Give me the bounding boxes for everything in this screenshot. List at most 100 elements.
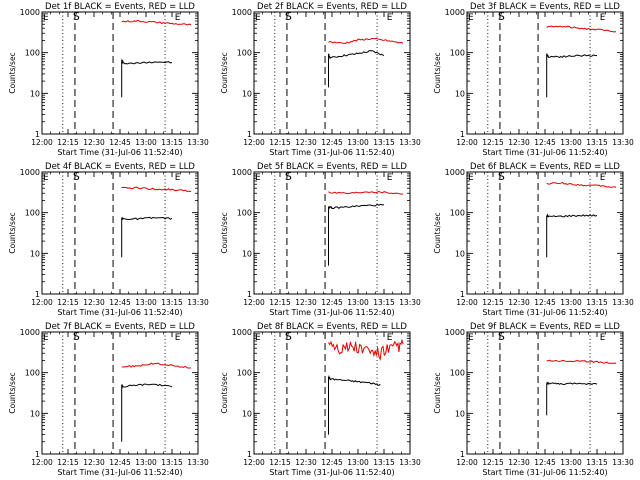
x-tick-label: 12:30 (508, 458, 530, 467)
x-tick-label: 13:15 (161, 138, 183, 147)
corner-marker-e: E (255, 333, 261, 343)
x-tick-label: 13:30 (187, 458, 209, 467)
y-tick-label: 10 (455, 89, 465, 98)
x-tick-label: 12:15 (269, 458, 291, 467)
panel-7: Det 7f BLACK = Events, RED = LLD 1 10 100 10… (8, 322, 209, 477)
y-tick-label: 1000 (20, 168, 40, 177)
x-tick-label: 12:30 (83, 458, 105, 467)
panel-8: Det 8f BLACK = Events, RED = LLD 1 10 100 10… (220, 322, 421, 477)
x-tick-label: 12:00 (243, 138, 265, 147)
plot-frame (466, 11, 624, 135)
lld-series-line (121, 362, 192, 369)
end-marker-e: E (387, 333, 393, 343)
y-tick-label: 1000 (232, 168, 252, 177)
x-tick-label: 13:15 (373, 298, 395, 307)
start-marker-s: S (285, 10, 292, 23)
plot-frame (253, 171, 411, 295)
plot-frame (466, 331, 624, 455)
y-axis-label: Counts/sec (220, 372, 229, 413)
events-series-line (121, 58, 173, 98)
y-axis-label: Counts/sec (433, 372, 442, 413)
y-tick-label: 1000 (445, 8, 465, 17)
x-tick-label: 12:30 (83, 138, 105, 147)
events-series-line (546, 381, 598, 416)
x-tick-label: 12:00 (31, 138, 53, 147)
x-tick-label: 12:30 (508, 138, 530, 147)
lld-series-line (328, 338, 404, 361)
x-tick-label: 12:45 (321, 298, 343, 307)
corner-marker-e: E (255, 13, 261, 23)
y-tick-label: 1000 (20, 8, 40, 17)
x-tick-label: 13:30 (612, 138, 634, 147)
x-tick-label: 12:15 (482, 298, 504, 307)
x-axis-label: Start Time (31-Jul-06 11:52:40) (269, 308, 394, 317)
y-axis-label: Counts/sec (8, 212, 17, 253)
y-tick-label: 100 (237, 369, 252, 378)
start-marker-s: S (73, 330, 80, 343)
x-tick-label: 12:15 (57, 138, 79, 147)
events-series-line (546, 213, 598, 258)
x-tick-label: 12:45 (534, 458, 556, 467)
y-tick-label: 1 (460, 130, 465, 139)
panel-1: Det 1f BLACK = Events, RED = LLD 1 10 100 10… (8, 2, 209, 157)
panel-title: Det 9f BLACK = Events, RED = LLD (470, 322, 620, 332)
start-marker-s: S (285, 170, 292, 183)
y-tick-label: 1000 (445, 328, 465, 337)
panel-3: Det 3f BLACK = Events, RED = LLD 1 10 100 10… (433, 2, 634, 157)
panel-title: Det 7f BLACK = Events, RED = LLD (45, 322, 195, 332)
panel-title: Det 5f BLACK = Events, RED = LLD (257, 162, 407, 172)
y-tick-label: 100 (25, 49, 40, 58)
plot-frame (41, 331, 199, 455)
y-tick-label: 1 (35, 450, 40, 459)
x-tick-label: 12:00 (456, 458, 478, 467)
y-axis-label: Counts/sec (433, 212, 442, 253)
x-tick-label: 12:45 (109, 458, 131, 467)
y-tick-label: 100 (450, 49, 465, 58)
events-series-line (546, 53, 598, 98)
end-marker-e: E (175, 173, 181, 183)
x-tick-label: 12:30 (295, 458, 317, 467)
y-tick-label: 100 (25, 369, 40, 378)
x-tick-label: 12:00 (456, 298, 478, 307)
panel-title: Det 4f BLACK = Events, RED = LLD (45, 162, 195, 172)
x-tick-label: 13:15 (373, 138, 395, 147)
end-marker-e: E (387, 173, 393, 183)
end-marker-e: E (600, 173, 606, 183)
x-tick-label: 13:00 (347, 298, 369, 307)
panel-4: Det 4f BLACK = Events, RED = LLD 1 10 100 10… (8, 162, 209, 317)
corner-marker-e: E (468, 173, 474, 183)
y-axis-label: Counts/sec (220, 212, 229, 253)
lld-series-line (328, 37, 404, 45)
x-axis-label: Start Time (31-Jul-06 11:52:40) (57, 148, 182, 157)
x-tick-label: 12:00 (456, 138, 478, 147)
x-tick-label: 13:00 (560, 458, 582, 467)
x-tick-label: 13:30 (187, 298, 209, 307)
y-tick-label: 10 (30, 409, 40, 418)
corner-marker-e: E (255, 173, 261, 183)
panel-6: Det 6f BLACK = Events, RED = LLD 1 10 100 10… (433, 162, 634, 317)
panel-5: Det 5f BLACK = Events, RED = LLD 1 10 100 10… (220, 162, 421, 317)
y-axis-label: Counts/sec (8, 52, 17, 93)
x-tick-label: 12:15 (269, 298, 291, 307)
panel-title: Det 8f BLACK = Events, RED = LLD (257, 322, 407, 332)
y-tick-label: 10 (455, 249, 465, 258)
end-marker-e: E (175, 333, 181, 343)
x-tick-label: 12:00 (243, 298, 265, 307)
y-tick-label: 1 (460, 290, 465, 299)
events-series-line (328, 50, 385, 88)
start-marker-s: S (498, 170, 505, 183)
y-axis-label: Counts/sec (8, 372, 17, 413)
panel-title: Det 2f BLACK = Events, RED = LLD (257, 2, 407, 12)
lld-series-line (546, 25, 617, 33)
y-tick-label: 100 (450, 209, 465, 218)
y-tick-label: 100 (450, 369, 465, 378)
y-tick-label: 10 (242, 89, 252, 98)
x-tick-label: 12:15 (269, 138, 291, 147)
x-tick-label: 13:30 (612, 298, 634, 307)
end-marker-e: E (600, 333, 606, 343)
x-tick-label: 13:15 (161, 298, 183, 307)
x-axis-label: Start Time (31-Jul-06 11:52:40) (57, 468, 182, 477)
x-tick-label: 13:15 (373, 458, 395, 467)
corner-marker-e: E (43, 173, 49, 183)
